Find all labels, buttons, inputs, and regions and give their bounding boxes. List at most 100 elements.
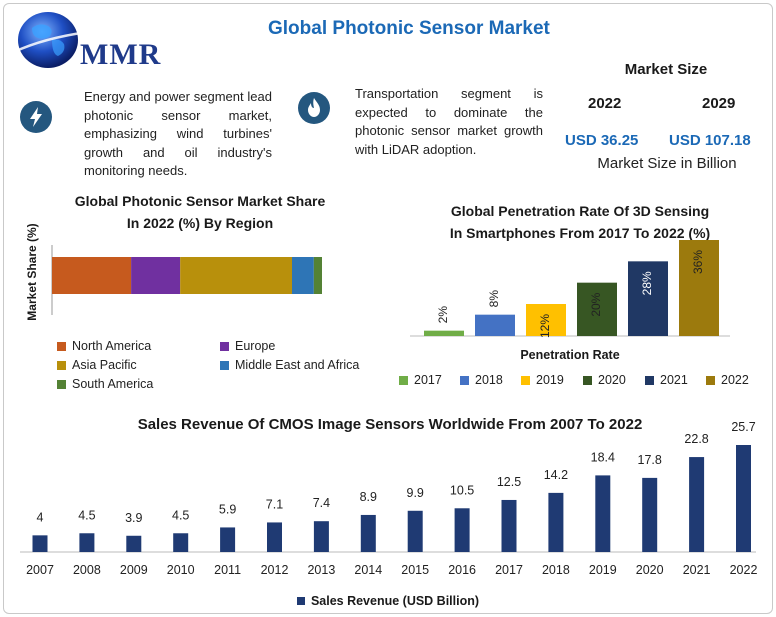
cmos-bar-2017 <box>501 499 517 552</box>
lightning-icon <box>20 101 52 133</box>
market-size-subtitle: Market Size in Billion <box>597 155 737 172</box>
penetration-chart: 2% 8% 12% 20% 28% 36% <box>410 240 730 338</box>
cmos-bar-2015 <box>407 510 423 552</box>
cmos-bar-2014 <box>360 514 376 552</box>
penetration-bar-2020 <box>577 282 617 336</box>
penetration-legend-label: 2022 <box>721 373 749 387</box>
info-text-energy: Energy and power segment lead photonic s… <box>84 89 272 178</box>
cmos-tick-label: 2017 <box>495 563 523 577</box>
globe-icon <box>13 12 89 68</box>
share-legend-label: Middle East and Africa <box>235 358 360 372</box>
cmos-tick-label: 2010 <box>167 563 195 577</box>
penetration-bar-2022 <box>679 240 719 336</box>
cmos-tick-label: 2019 <box>589 563 617 577</box>
cmos-data-label: 18.4 <box>591 450 615 464</box>
penetration-chart-title-line1: Global Penetration Rate Of 3D Sensing <box>450 203 710 219</box>
share-legend-item: Europe <box>220 339 275 353</box>
penetration-chart-xlabel: Penetration Rate <box>520 348 620 362</box>
penetration-legend-item: 2021 <box>645 373 688 387</box>
cmos-data-label: 4.5 <box>172 508 189 522</box>
cmos-tick-label: 2016 <box>448 563 476 577</box>
cmos-tick-label: 2013 <box>307 563 335 577</box>
penetration-legend-item: 2020 <box>583 373 626 387</box>
cmos-tick-label: 2022 <box>730 563 758 577</box>
flame-icon <box>298 92 330 124</box>
share-legend-label: South America <box>72 377 154 391</box>
cmos-tick-label: 2014 <box>354 563 382 577</box>
share-legend-swatch <box>57 379 66 389</box>
share-legend-item: Middle East and Africa <box>220 358 359 372</box>
cmos-tick-label: 2018 <box>542 563 570 577</box>
penetration-chart-title: Global Penetration Rate Of 3D Sensing In… <box>410 200 750 244</box>
penetration-legend-item: 2018 <box>460 373 503 387</box>
cmos-data-label: 7.1 <box>266 497 283 511</box>
market-size-year-start: 2022 <box>588 95 622 112</box>
logo-text: MMR <box>80 38 162 71</box>
cmos-data-label: 17.8 <box>638 453 662 467</box>
share-segment-asia-pacific <box>180 257 292 294</box>
share-legend-label: North America <box>72 339 152 353</box>
share-legend-swatch <box>57 360 66 370</box>
penetration-legend-swatch <box>706 375 715 385</box>
cmos-tick-label: 2020 <box>636 563 664 577</box>
penetration-bar-2018 <box>475 314 515 336</box>
logo: MMR <box>12 10 182 72</box>
cmos-chart-title: Sales Revenue Of CMOS Image Sensors Worl… <box>137 416 643 433</box>
cmos-bar-2021 <box>689 457 705 552</box>
penetration-legend-swatch <box>521 375 530 385</box>
cmos-legend-label: Sales Revenue (USD Billion) <box>310 594 480 608</box>
cmos-bar-2016 <box>454 508 470 552</box>
penetration-legend-item: 2017 <box>399 373 442 387</box>
share-legend-swatch <box>57 341 66 351</box>
share-chart-ylabel: Market Share (%) <box>25 223 39 321</box>
cmos-bar-2008 <box>79 533 95 552</box>
penetration-bar-2017 <box>424 330 464 336</box>
cmos-bar-2020 <box>642 477 658 552</box>
penetration-bar-2021 <box>628 261 668 336</box>
penetration-legend-item: 2022 <box>706 373 749 387</box>
cmos-data-label: 14.2 <box>544 468 568 482</box>
cmos-data-label: 12.5 <box>497 475 521 489</box>
cmos-tick-label: 2015 <box>401 563 429 577</box>
penetration-data-label: 36% <box>691 250 705 274</box>
cmos-data-label: 3.9 <box>125 511 142 525</box>
page-frame <box>3 3 773 614</box>
share-segment-north-america <box>52 257 132 294</box>
penetration-legend-item: 2019 <box>521 373 564 387</box>
cmos-bar-2022 <box>736 445 751 552</box>
cmos-bar-2013 <box>313 521 329 552</box>
cmos-bar-2010 <box>173 533 189 552</box>
cmos-bar-2007 <box>32 535 48 552</box>
share-legend-label: Asia Pacific <box>72 358 137 372</box>
penetration-legend-swatch <box>399 375 408 385</box>
penetration-chart-title-line2: In Smartphones From 2017 To 2022 (%) <box>449 225 711 241</box>
cmos-bar-2018 <box>548 492 564 552</box>
share-segment-south-america <box>313 257 322 294</box>
market-size-title: Market Size <box>624 61 708 78</box>
cmos-tick-label: 2021 <box>683 563 711 577</box>
cmos-legend-swatch <box>296 597 305 605</box>
cmos-data-label: 4 <box>37 510 44 524</box>
cmos-data-label: 22.8 <box>684 432 708 446</box>
share-legend-swatch <box>220 341 229 351</box>
cmos-tick-label: 2008 <box>73 563 101 577</box>
penetration-data-label: 12% <box>538 314 552 338</box>
share-legend-swatch <box>220 360 229 370</box>
penetration-legend-label: 2019 <box>536 373 564 387</box>
penetration-bar-2019 <box>526 304 566 336</box>
share-legend-item: Asia Pacific <box>57 358 137 372</box>
cmos-chart-legend: Sales Revenue (USD Billion) <box>0 594 776 608</box>
penetration-legend-label: 2021 <box>660 373 688 387</box>
cmos-tick-label: 2007 <box>26 563 54 577</box>
penetration-legend-label: 2018 <box>475 373 503 387</box>
cmos-data-label: 25.7 <box>731 420 755 434</box>
penetration-data-label: 28% <box>640 271 654 295</box>
market-size-value-end: USD 107.18 <box>669 132 751 149</box>
page-title: Global Photonic Sensor Market <box>268 18 550 39</box>
cmos-data-label: 10.5 <box>450 483 474 497</box>
cmos-tick-label: 2009 <box>120 563 148 577</box>
cmos-data-label: 4.5 <box>78 508 95 522</box>
share-chart <box>51 245 322 315</box>
share-chart-title-line2: In 2022 (%) By Region <box>126 215 274 231</box>
penetration-legend-label: 2017 <box>414 373 442 387</box>
